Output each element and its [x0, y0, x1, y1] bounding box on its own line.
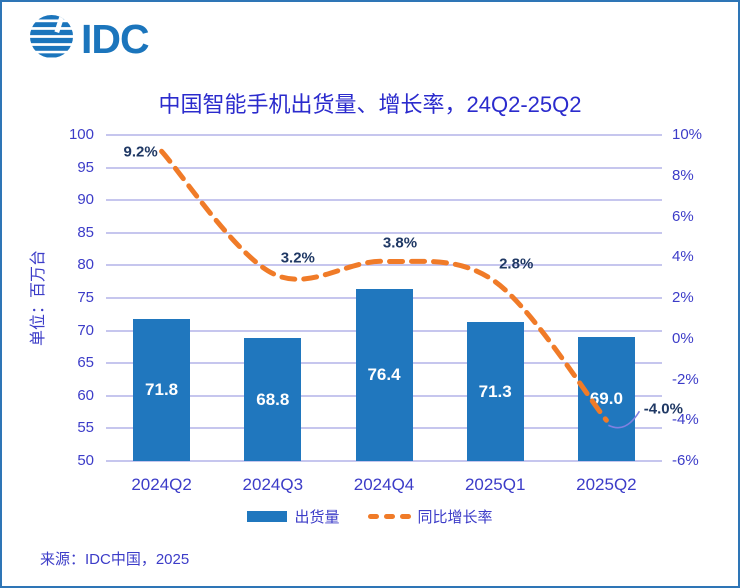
- idc-globe-icon: [28, 13, 75, 65]
- chart-legend: 出货量 同比增长率: [0, 506, 740, 527]
- idc-logo: IDC: [28, 13, 150, 65]
- bar-value-label: 68.8: [256, 389, 290, 409]
- left-axis-tick: 100: [68, 126, 94, 143]
- growth-line-layer: [159, 148, 641, 429]
- chart-title: 中国智能手机出货量、增长率，24Q2-25Q2: [158, 92, 582, 117]
- right-axis-tick: -4%: [672, 411, 699, 429]
- left-axis-tick: 90: [77, 191, 94, 209]
- left-axis-tick: 80: [77, 256, 94, 274]
- shipments-bar: [244, 338, 302, 461]
- growth-value-label: -4.0%: [643, 400, 683, 418]
- gridline: [106, 199, 662, 202]
- gridline: [106, 264, 662, 267]
- shipments-bar: [577, 337, 635, 461]
- left-axis-tick: 75: [77, 289, 94, 306]
- left-axis-tick: 50: [77, 452, 94, 469]
- legend-label-growth: 同比增长率: [417, 509, 493, 526]
- x-axis-label: 2025Q1: [464, 475, 526, 494]
- growth-value-label: 3.8%: [382, 234, 418, 252]
- left-axis-tick: 60: [77, 386, 94, 404]
- x-axis-label: 2024Q4: [353, 475, 415, 494]
- idc-logo-text: IDC: [81, 15, 150, 62]
- x-axis-label: 2024Q2: [131, 475, 192, 494]
- left-axis-tick: 95: [77, 158, 94, 176]
- left-axis-tick: 70: [77, 321, 94, 339]
- right-axis-tick: 2%: [672, 289, 694, 306]
- shipments-bar: [355, 288, 413, 461]
- right-axis-tick: 4%: [672, 248, 694, 266]
- bar-swatch-icon: [247, 511, 288, 522]
- bar-value-label: 71.3: [478, 381, 512, 401]
- right-axis-tick: 0%: [672, 329, 694, 347]
- dashed-line-swatch-icon: [367, 514, 411, 519]
- legend-item-shipments: 出货量: [247, 506, 340, 527]
- left-axis-tick: 85: [77, 223, 94, 241]
- shipments-bar: [466, 322, 524, 461]
- gridline: [106, 231, 662, 234]
- left-axis-tick: 65: [77, 354, 94, 372]
- shipments-bar: [133, 318, 191, 461]
- source-note: 来源：IDC中国，2025: [40, 551, 190, 568]
- right-axis-tick: 8%: [672, 166, 694, 184]
- left-axis-tick: 55: [77, 419, 94, 437]
- legend-item-growth: 同比增长率: [367, 506, 493, 527]
- right-axis-tick: 10%: [672, 126, 703, 143]
- growth-value-label: 9.2%: [123, 143, 158, 161]
- growth-line: [159, 148, 609, 423]
- legend-label-shipments: 出货量: [294, 509, 340, 526]
- growth-value-label: 3.2%: [280, 249, 315, 267]
- gridline: [106, 134, 662, 136]
- bar-value-label: 71.8: [145, 379, 179, 399]
- right-axis-tick: 6%: [672, 207, 694, 225]
- growth-value-label: 2.8%: [499, 255, 534, 273]
- bar-value-label: 76.4: [367, 364, 401, 384]
- label-leader-line: [608, 410, 641, 429]
- gridline: [106, 460, 662, 462]
- right-axis-tick: -6%: [672, 452, 699, 469]
- x-axis-label: 2025Q2: [576, 475, 637, 494]
- right-axis-tick: -2%: [672, 370, 699, 388]
- x-axis-label: 2024Q3: [242, 475, 304, 494]
- bar-value-label: 69.0: [589, 389, 623, 409]
- gridline: [106, 166, 662, 169]
